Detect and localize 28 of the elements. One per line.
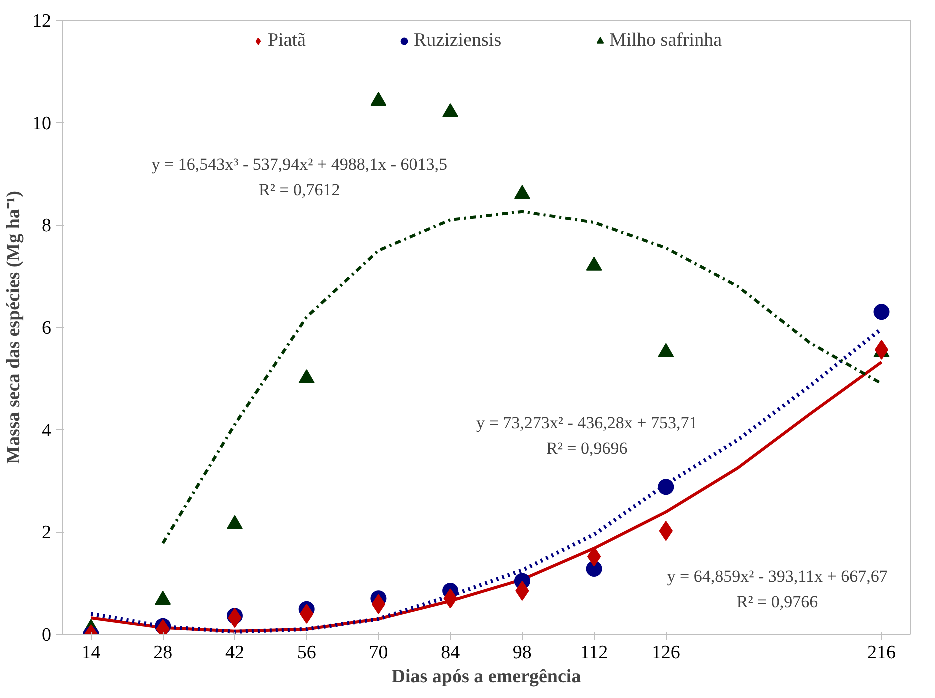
- y-tick-label: 6: [42, 318, 52, 339]
- y-tick-label: 8: [42, 216, 52, 237]
- y-axis-title: Massa seca das espécies (Mg ha⁻¹): [4, 191, 24, 464]
- annotation: R² = 0,9696: [546, 438, 628, 458]
- x-tick-label: 84: [441, 642, 461, 664]
- legend-label: Milho safrinha: [610, 30, 722, 52]
- x-axis-title: Dias após a emergência: [392, 666, 582, 688]
- y-tick-label: 4: [42, 420, 52, 442]
- y-tick-label: 2: [42, 522, 52, 544]
- annotation: y = 73,273x² - 436,28x + 753,71: [476, 413, 698, 432]
- x-tick-label: 56: [297, 642, 316, 664]
- x-tick-label: 216: [868, 642, 896, 664]
- y-tick-label: 12: [32, 11, 52, 32]
- x-tick-label: 28: [154, 642, 173, 664]
- annotation: R² = 0,7612: [259, 180, 340, 200]
- y-tick-label: 10: [32, 113, 52, 134]
- x-tick-label: 70: [369, 642, 388, 664]
- annotation: R² = 0,9766: [736, 592, 818, 612]
- legend-label: Ruziziensis: [414, 30, 502, 52]
- x-tick-label: 126: [652, 642, 680, 664]
- annotation: y = 16,543x³ - 537,94x² + 4988,1x - 6013,5: [152, 155, 448, 174]
- x-tick-label: 112: [580, 642, 608, 664]
- annotation: y = 64,859x² - 393,11x + 667,67: [667, 566, 888, 586]
- x-tick-label: 98: [512, 642, 532, 664]
- x-tick-label: 42: [225, 642, 244, 664]
- x-tick-label: 14: [82, 642, 102, 664]
- legend-label: Piatã: [268, 30, 306, 52]
- y-tick-label: 0: [42, 625, 52, 646]
